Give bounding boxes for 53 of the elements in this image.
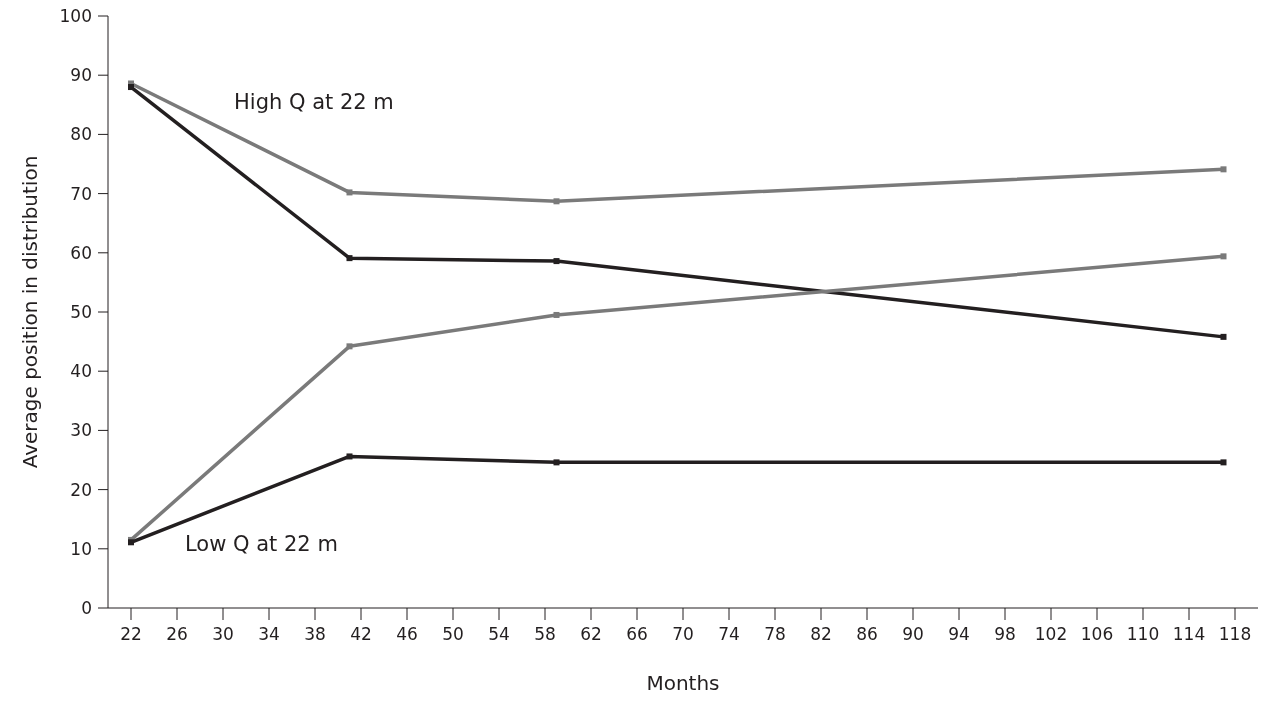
point — [346, 189, 353, 196]
x-tick-label: 78 — [764, 624, 786, 645]
point — [346, 255, 353, 262]
annotation: High Q at 22 m — [232, 90, 396, 114]
x-tick-label: 46 — [396, 624, 418, 645]
point — [553, 311, 560, 318]
x-tick-label: 62 — [580, 624, 602, 645]
annotation: Low Q at 22 m — [183, 532, 340, 556]
y-tick-label: 90 — [70, 65, 92, 86]
point — [1220, 253, 1227, 260]
point — [346, 343, 353, 350]
point — [1220, 459, 1227, 466]
x-tick-label: 70 — [672, 624, 694, 645]
x-tick-label: 42 — [350, 624, 372, 645]
point — [553, 258, 560, 265]
y-tick-label: 20 — [70, 479, 92, 500]
x-tick-label: 74 — [718, 624, 740, 645]
x-tick-label: 38 — [304, 624, 326, 645]
x-tick-label: 114 — [1172, 624, 1206, 645]
point — [128, 84, 134, 91]
x-tick-label: 54 — [488, 624, 510, 645]
x-tick-label: 58 — [534, 624, 556, 645]
x-tick-label: 98 — [994, 624, 1016, 645]
x-tick-label: 110 — [1126, 624, 1160, 645]
x-tick-label: 22 — [120, 624, 142, 645]
x-tick-label: 102 — [1034, 624, 1068, 645]
x-tick-label: 30 — [212, 624, 234, 645]
y-tick-label: 40 — [70, 361, 92, 382]
y-axis-title: Average position in distribution — [18, 155, 43, 469]
x-tick-label: 34 — [258, 624, 280, 645]
x-tick-label: 50 — [442, 624, 464, 645]
x-tick-label: 94 — [948, 624, 970, 645]
y-tick-label: 50 — [70, 302, 92, 323]
point — [553, 198, 560, 205]
y-tick-label: 0 — [81, 598, 92, 619]
x-tick-label: 66 — [626, 624, 648, 645]
x-tick-label: 26 — [166, 624, 188, 645]
x-tick-label: 82 — [810, 624, 832, 645]
y-tick-label: 80 — [70, 124, 92, 145]
x-tick-label: 118 — [1218, 624, 1252, 645]
x-axis-title: Months — [646, 671, 720, 695]
point — [1220, 166, 1227, 173]
y-tick-label: 100 — [59, 6, 92, 27]
y-tick-label: 70 — [70, 183, 92, 204]
y-tick-label: 60 — [70, 242, 92, 263]
x-tick-label: 106 — [1080, 624, 1114, 645]
point — [1220, 333, 1227, 340]
y-tick-label: 10 — [70, 538, 92, 559]
point — [553, 459, 560, 466]
x-tick-label: 90 — [902, 624, 924, 645]
y-tick-label: 30 — [70, 420, 92, 441]
point — [346, 453, 353, 460]
x-tick-label: 86 — [856, 624, 878, 645]
